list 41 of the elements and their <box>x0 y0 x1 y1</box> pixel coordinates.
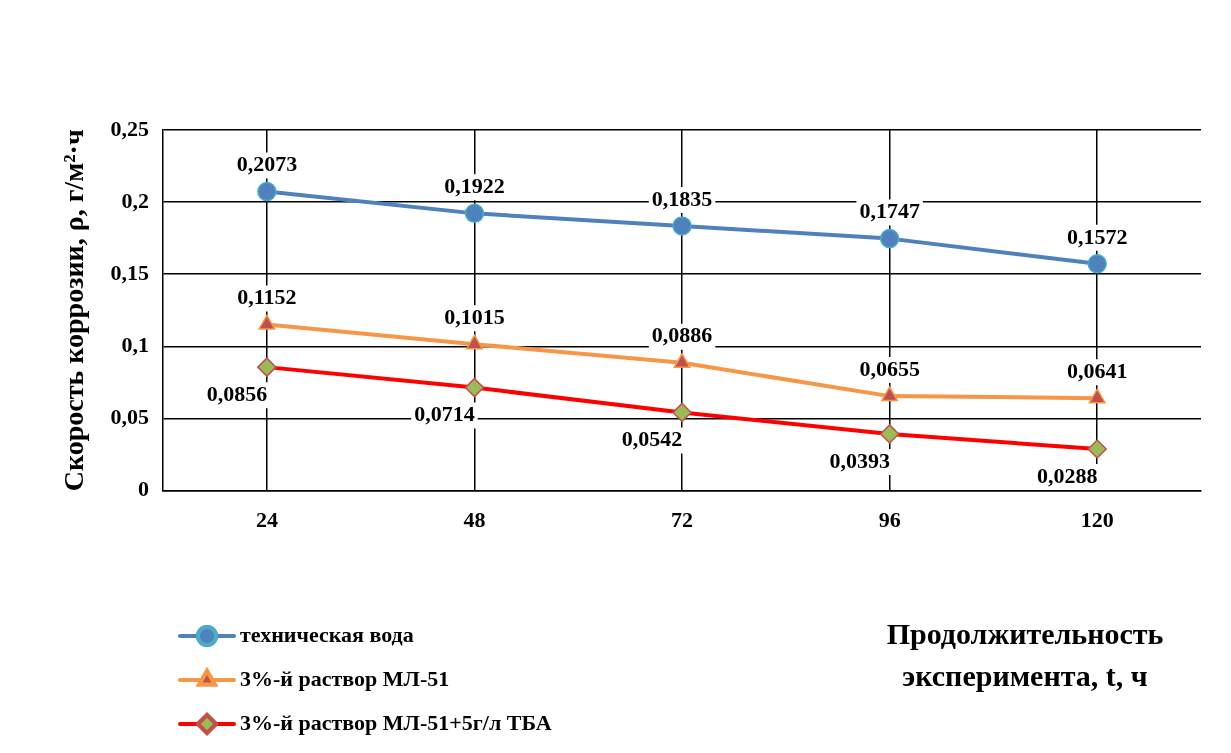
data-label: 0,0655 <box>859 355 920 381</box>
y-tick-label: 0,2 <box>121 187 150 213</box>
data-label: 0,0886 <box>651 322 713 348</box>
x-tick-label: 48 <box>463 507 486 533</box>
data-label: 0,0542 <box>621 426 683 452</box>
data-label: 0,0288 <box>1036 462 1098 488</box>
point <box>672 216 692 236</box>
point <box>258 314 276 330</box>
data-label: 0,1747 <box>859 198 920 224</box>
y-axis-title: Скорость коррозии, ρ, г/м²·ч <box>58 129 90 492</box>
x-tick-label: 72 <box>671 507 694 533</box>
x-axis-title: Продолжительность эксперимента, t, ч <box>886 616 1164 692</box>
point <box>465 334 484 350</box>
point <box>257 181 277 202</box>
y-tick-label: 0,25 <box>110 115 150 141</box>
data-label: 0,1152 <box>237 284 297 310</box>
data-label: 0,0393 <box>829 447 890 473</box>
y-tick-label: 0,05 <box>110 404 150 430</box>
y-tick-label: 0,15 <box>110 259 150 285</box>
data-label: 0,1922 <box>444 173 505 199</box>
x-tick-label: 96 <box>878 507 901 533</box>
data-label: 0,0856 <box>206 380 268 406</box>
point <box>1088 388 1106 404</box>
data-label: 0,0641 <box>1066 357 1128 383</box>
data-label: 0,0714 <box>414 401 475 427</box>
y-tick-label: 0 <box>138 476 150 502</box>
x-tick-label: 120 <box>1080 507 1114 533</box>
point <box>464 203 485 224</box>
data-label: 0,1572 <box>1066 223 1128 249</box>
point <box>1087 254 1107 274</box>
point <box>879 228 900 249</box>
point <box>881 386 899 402</box>
point <box>673 353 691 369</box>
legend-label: 3%-й раствор МЛ-51+5г/л ТБА <box>240 709 552 735</box>
data-label: 0,1835 <box>651 185 713 211</box>
y-tick-label: 0,1 <box>121 332 150 358</box>
legend-label: техническая вода <box>240 621 414 647</box>
data-label: 0,1015 <box>444 303 505 329</box>
x-tick-label: 24 <box>255 507 278 533</box>
legend-label: 3%-й раствор МЛ-51 <box>240 665 450 691</box>
data-label: 0,2073 <box>236 151 298 177</box>
